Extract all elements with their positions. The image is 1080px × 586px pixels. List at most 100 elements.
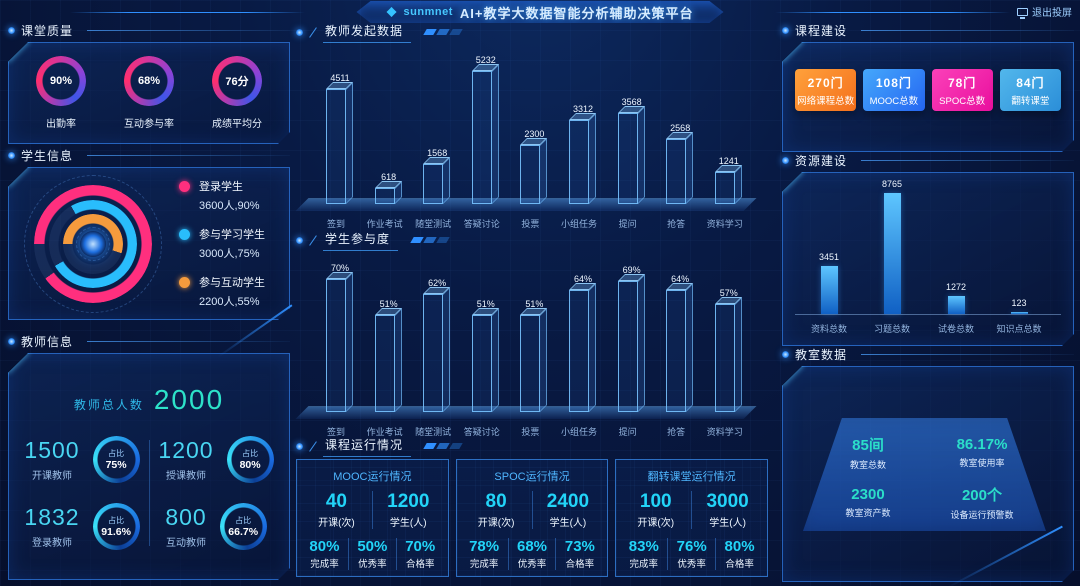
- bar-front-face: [326, 279, 346, 412]
- student-count: 2400 学生(人): [531, 491, 604, 529]
- bar-提问: [617, 106, 645, 204]
- legend-label: 登录学生: [199, 181, 243, 193]
- bar-category-label: 投票: [521, 219, 540, 229]
- build-card-label: MOOC总数: [869, 95, 919, 107]
- panel-teacher-initiated-chart: 教师发起数据 4511 签到 618 作业考试 1568 随堂测试 5232 答疑讨论 2300…: [295, 24, 768, 230]
- student-count: 1200 学生(人): [371, 491, 444, 529]
- student-legend: 登录学生 3600人,90% 参与学习学生 3000人,75% 参与互动学生 2200人,…: [163, 178, 289, 309]
- course-card-numbers: 100 开课(次) 3000 学生(人): [620, 491, 763, 529]
- bar-抢答: [666, 131, 694, 204]
- bar-签到: [326, 272, 353, 412]
- bar-side-face: [686, 131, 694, 204]
- build-card-0: 270门 网络课程总数: [795, 69, 856, 111]
- bar-category-label: 小组任务: [560, 219, 597, 229]
- student-info-box: 登录学生 3600人,90% 参与学习学生 3000人,75% 参与互动学生 2200人,…: [8, 167, 290, 320]
- classroom-stat-label: 教室使用率: [959, 457, 1005, 468]
- gauge-value: 68%: [137, 75, 161, 87]
- student-count-value: 1200: [387, 491, 430, 512]
- course-card-rates: 78% 完成率 68% 优秀率 73% 合格率: [461, 538, 604, 570]
- panel-classroom-quality: 课堂质量 90% 出勤率 68% 互动参与率 76分 成绩平均分: [8, 22, 290, 144]
- bar-side-face: [540, 308, 548, 412]
- open-count: 40 开课(次): [301, 491, 372, 529]
- bar-作业考试: [374, 181, 402, 204]
- course-build-box: 270门 网络课程总数 108门 MOOC总数 78门 SPOC总数 84门 翻转课堂: [782, 42, 1074, 152]
- legend-item-1: 参与学习学生 3000人,75%: [179, 226, 289, 261]
- course-card-1: SPOC运行情况 80 开课(次) 2400 学生(人) 78% 完成率 68% 优秀率 73% 合…: [455, 459, 609, 577]
- student-count-label: 学生(人): [389, 518, 427, 529]
- open-count-value: 80: [485, 491, 507, 512]
- bar-value-label: 51%: [525, 299, 544, 310]
- resource-bar-label: 知识点总数: [996, 324, 1042, 334]
- bar-category-label: 资料学习: [706, 219, 743, 229]
- gauge-center: 占比 66.7%: [225, 508, 262, 545]
- logo-icon: [387, 7, 397, 17]
- bar-投票: [520, 308, 548, 412]
- build-card-label: 翻转课堂: [1011, 95, 1050, 107]
- panel-title-row: 学生参与度: [296, 232, 768, 251]
- bar-value-label: 2568: [670, 122, 691, 133]
- classroom-stats-grid: 85间 教室总数 86.17% 教室使用率 2300 教室资产数 200个 设备运行预警数: [811, 427, 1039, 527]
- bar-front-face: [326, 89, 346, 204]
- bar-投票: [520, 138, 548, 204]
- bar-side-face: [734, 296, 742, 412]
- rate-1: 76% 优秀率: [667, 538, 715, 570]
- rate-label: 完成率: [310, 559, 339, 570]
- bullet-icon: [8, 151, 15, 159]
- classroom-quality-box: 90% 出勤率 68% 互动参与率 76分 成绩平均分: [8, 42, 290, 144]
- bar-category-label: 抢答: [667, 427, 686, 437]
- legend-dot: [179, 277, 190, 288]
- bar-front-face: [569, 119, 589, 204]
- classroom-stat-label: 教室总数: [849, 459, 886, 470]
- ring-gauge: 76分: [212, 56, 262, 106]
- bar-小组任务: [569, 283, 596, 412]
- resource-bar-value: 123: [1011, 298, 1027, 308]
- rate-0: 83% 完成率: [620, 538, 667, 570]
- teacher-stat-text: 1500 开课教师: [24, 437, 79, 482]
- monitor-icon: [1017, 7, 1028, 18]
- open-count-label: 开课(次): [637, 518, 675, 529]
- legend-label: 参与互动学生: [199, 277, 265, 289]
- ring-gauge: 68%: [124, 56, 174, 106]
- bar-category-label: 答疑讨论: [463, 219, 500, 229]
- teacher-total-value: 2000: [153, 384, 225, 415]
- header-decor-line-left: [70, 12, 305, 13]
- legend-item-0: 登录学生 3600人,90%: [179, 178, 289, 213]
- title-slash-decor: [309, 234, 317, 246]
- classroom-stat-1: 86.17% 教室使用率: [957, 436, 1008, 469]
- gauge-ring: [227, 436, 274, 483]
- exit-cast-button[interactable]: 退出投屏: [1017, 4, 1072, 19]
- student-donut-chart: [23, 174, 163, 314]
- teacher-stat-label: 登录教师: [31, 538, 72, 549]
- bar-side-face: [589, 283, 596, 412]
- bar-资料学习: [714, 296, 742, 412]
- gauge-value: 76分: [225, 76, 249, 88]
- rate-label: 合格率: [565, 559, 595, 570]
- bar-随堂测试: [423, 287, 451, 412]
- rate-1: 50% 优秀率: [347, 538, 396, 570]
- donut-dash-circle: [24, 175, 162, 313]
- build-card-3: 84门 翻转课堂: [1000, 69, 1061, 111]
- bar-front-face: [569, 290, 589, 412]
- bar-value-label: 1241: [718, 156, 739, 167]
- classroom-stat-label: 教室资产数: [845, 507, 891, 518]
- bar-front-face: [471, 70, 492, 204]
- ratio-value: 66.7%: [228, 526, 259, 538]
- teacher-total: 教师总人数 2000: [9, 384, 289, 416]
- panel-student-participation-chart: 学生参与度 70% 签到 51% 作业考试 62% 随堂测试 51% 答疑讨论 51% 投票 64%…: [295, 232, 768, 438]
- open-count-label: 开课(次): [318, 518, 355, 529]
- rate-value: 73%: [564, 538, 595, 555]
- rate-value: 76%: [676, 538, 707, 555]
- resource-build-box: 3451 资料总数 8765 习题总数 1272 试卷总数 123 知识点总数: [782, 172, 1074, 346]
- bar-front-face: [666, 138, 687, 204]
- bar-category-label: 随堂测试: [415, 427, 452, 437]
- gauge-ring: [93, 503, 140, 550]
- teacher-stat-text: 1200 授课教师: [158, 437, 213, 482]
- classroom-stat-0: 85间 教室总数: [850, 434, 886, 471]
- bar-value-label: 3568: [621, 97, 642, 108]
- panel-title: 教师信息: [21, 334, 74, 349]
- legend-dot: [179, 229, 190, 240]
- classroom-stat-value: 86.17%: [956, 435, 1008, 453]
- bar-side-face: [540, 138, 548, 204]
- open-count-value: 40: [325, 491, 347, 512]
- bar-front-face: [423, 164, 444, 204]
